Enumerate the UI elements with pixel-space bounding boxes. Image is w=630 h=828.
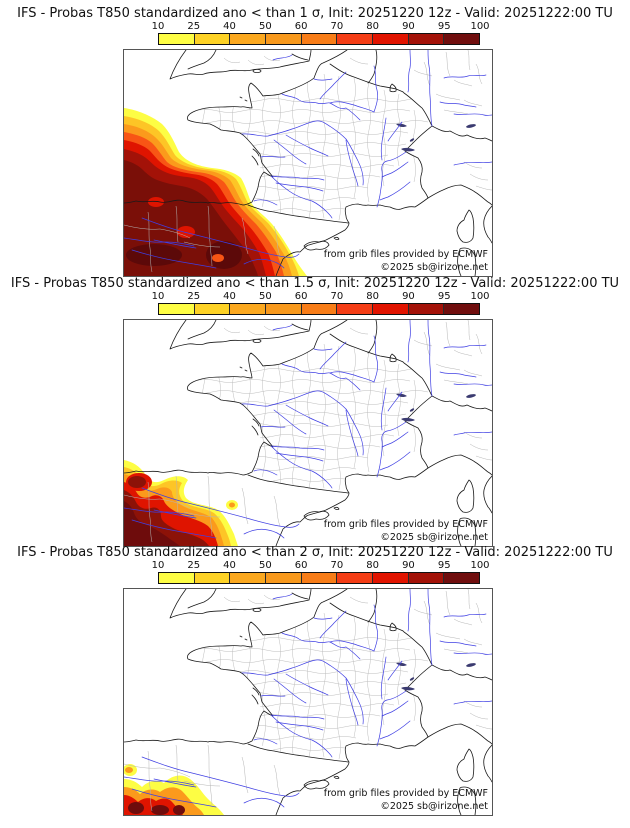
copyright-credit: ©2025 sb@irizone.net bbox=[380, 532, 488, 543]
probability-shading bbox=[124, 764, 224, 815]
colorbar-scale bbox=[158, 303, 480, 315]
colorbar-ticks: 10 25 40 50 60 70 80 90 95 100 bbox=[151, 291, 490, 302]
probability-colorbar: 10 25 40 50 60 70 80 90 95 100 bbox=[151, 21, 490, 45]
map-france: from grib files provided by ECMWF ©2025 … bbox=[123, 319, 493, 547]
colorbar-scale bbox=[158, 33, 480, 45]
map-france: from grib files provided by ECMWF ©2025 … bbox=[123, 49, 493, 277]
ecmwf-credit: from grib files provided by ECMWF bbox=[323, 788, 488, 799]
ecmwf-credit: from grib files provided by ECMWF bbox=[323, 519, 488, 530]
ecmwf-credit: from grib files provided by ECMWF bbox=[323, 249, 488, 260]
probability-colorbar: 10 25 40 50 60 70 80 90 95 100 bbox=[151, 291, 490, 315]
map-svg bbox=[124, 589, 492, 815]
probability-colorbar: 10 25 40 50 60 70 80 90 95 100 bbox=[151, 560, 490, 584]
panel-title: IFS - Probas T850 standardized ano < tha… bbox=[17, 6, 613, 21]
copyright-credit: ©2025 sb@irizone.net bbox=[380, 262, 488, 273]
copyright-credit: ©2025 sb@irizone.net bbox=[380, 801, 488, 812]
colorbar-ticks: 10 25 40 50 60 70 80 90 95 100 bbox=[151, 21, 490, 32]
panel-sigma-2: IFS - Probas T850 standardized ano < tha… bbox=[0, 545, 630, 817]
colorbar-scale bbox=[158, 572, 480, 584]
panel-sigma-1: IFS - Probas T850 standardized ano < tha… bbox=[0, 6, 630, 278]
map-france: from grib files provided by ECMWF ©2025 … bbox=[123, 588, 493, 816]
panel-sigma-1-5: IFS - Probas T850 standardized ano < tha… bbox=[0, 276, 630, 548]
panel-title: IFS - Probas T850 standardized ano < tha… bbox=[17, 545, 613, 560]
panel-title: IFS - Probas T850 standardized ano < tha… bbox=[10, 276, 620, 291]
map-svg bbox=[124, 50, 492, 276]
map-svg bbox=[124, 320, 492, 546]
colorbar-ticks: 10 25 40 50 60 70 80 90 95 100 bbox=[151, 560, 490, 571]
